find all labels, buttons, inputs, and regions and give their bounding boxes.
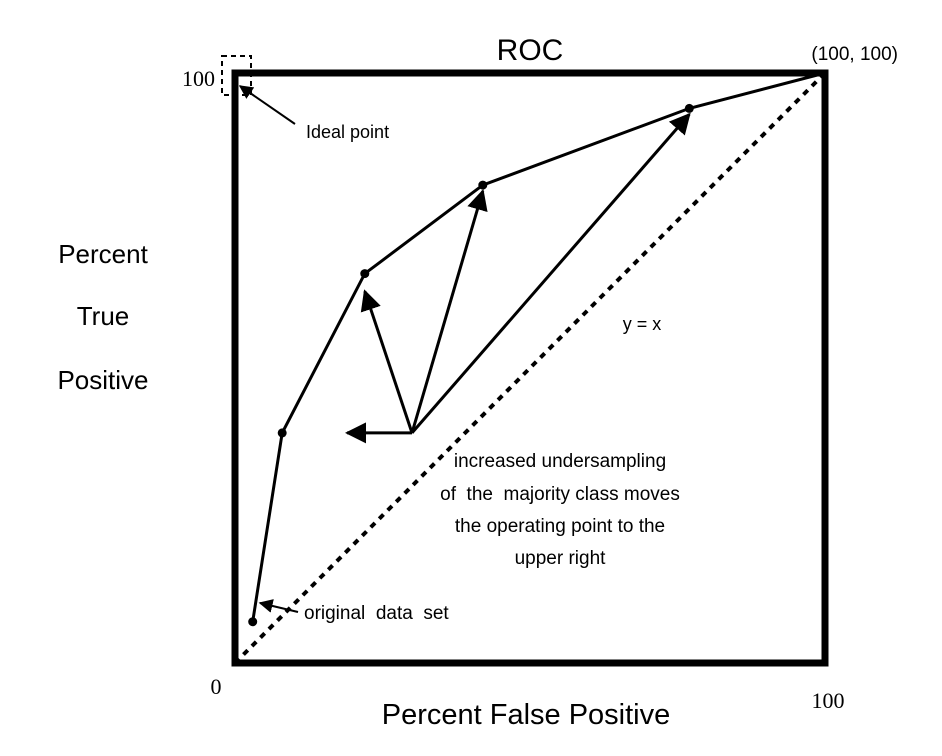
ideal-point-box (221, 55, 252, 96)
roc-point (478, 180, 488, 190)
y-axis-label-line-2: True (77, 301, 130, 331)
roc-point (277, 428, 287, 438)
undersampling-text-line-4: upper right (515, 548, 607, 569)
undersampling-text-line-1: increased undersampling (454, 451, 666, 472)
undersampling-text-line-2: of the majority class moves (440, 484, 680, 505)
roc-curve-line (251, 71, 826, 622)
diagonal-label: y = x (623, 314, 662, 334)
x-tick-100: 100 (812, 688, 845, 713)
undersampling-arrow (360, 289, 414, 434)
roc-point (684, 103, 694, 113)
x-axis-label: Percent False Positive (382, 699, 671, 731)
undersampling-arrows (345, 112, 691, 444)
roc-point (248, 617, 258, 627)
ideal-point-label: Ideal point (306, 122, 389, 142)
roc-point (360, 269, 370, 279)
ideal-point-arrow (238, 85, 296, 125)
y-tick-100: 100 (182, 66, 215, 91)
undersampling-arrow (410, 188, 488, 434)
undersampling-text-line-3: the operating point to the (455, 516, 665, 537)
original-data-label: original data set (304, 603, 449, 624)
chart-title: ROC (497, 34, 564, 67)
plot-frame (231, 69, 829, 667)
original-data-arrow (258, 599, 299, 613)
roc-curve-points (248, 103, 694, 627)
corner-label: (100, 100) (811, 44, 898, 65)
y-axis-label-line-1: Percent (58, 239, 148, 269)
y-axis-label-line-3: Positive (57, 365, 148, 395)
undersampling-arrow (410, 112, 691, 434)
x-tick-0: 0 (211, 674, 222, 699)
diagonal-line (233, 71, 827, 665)
